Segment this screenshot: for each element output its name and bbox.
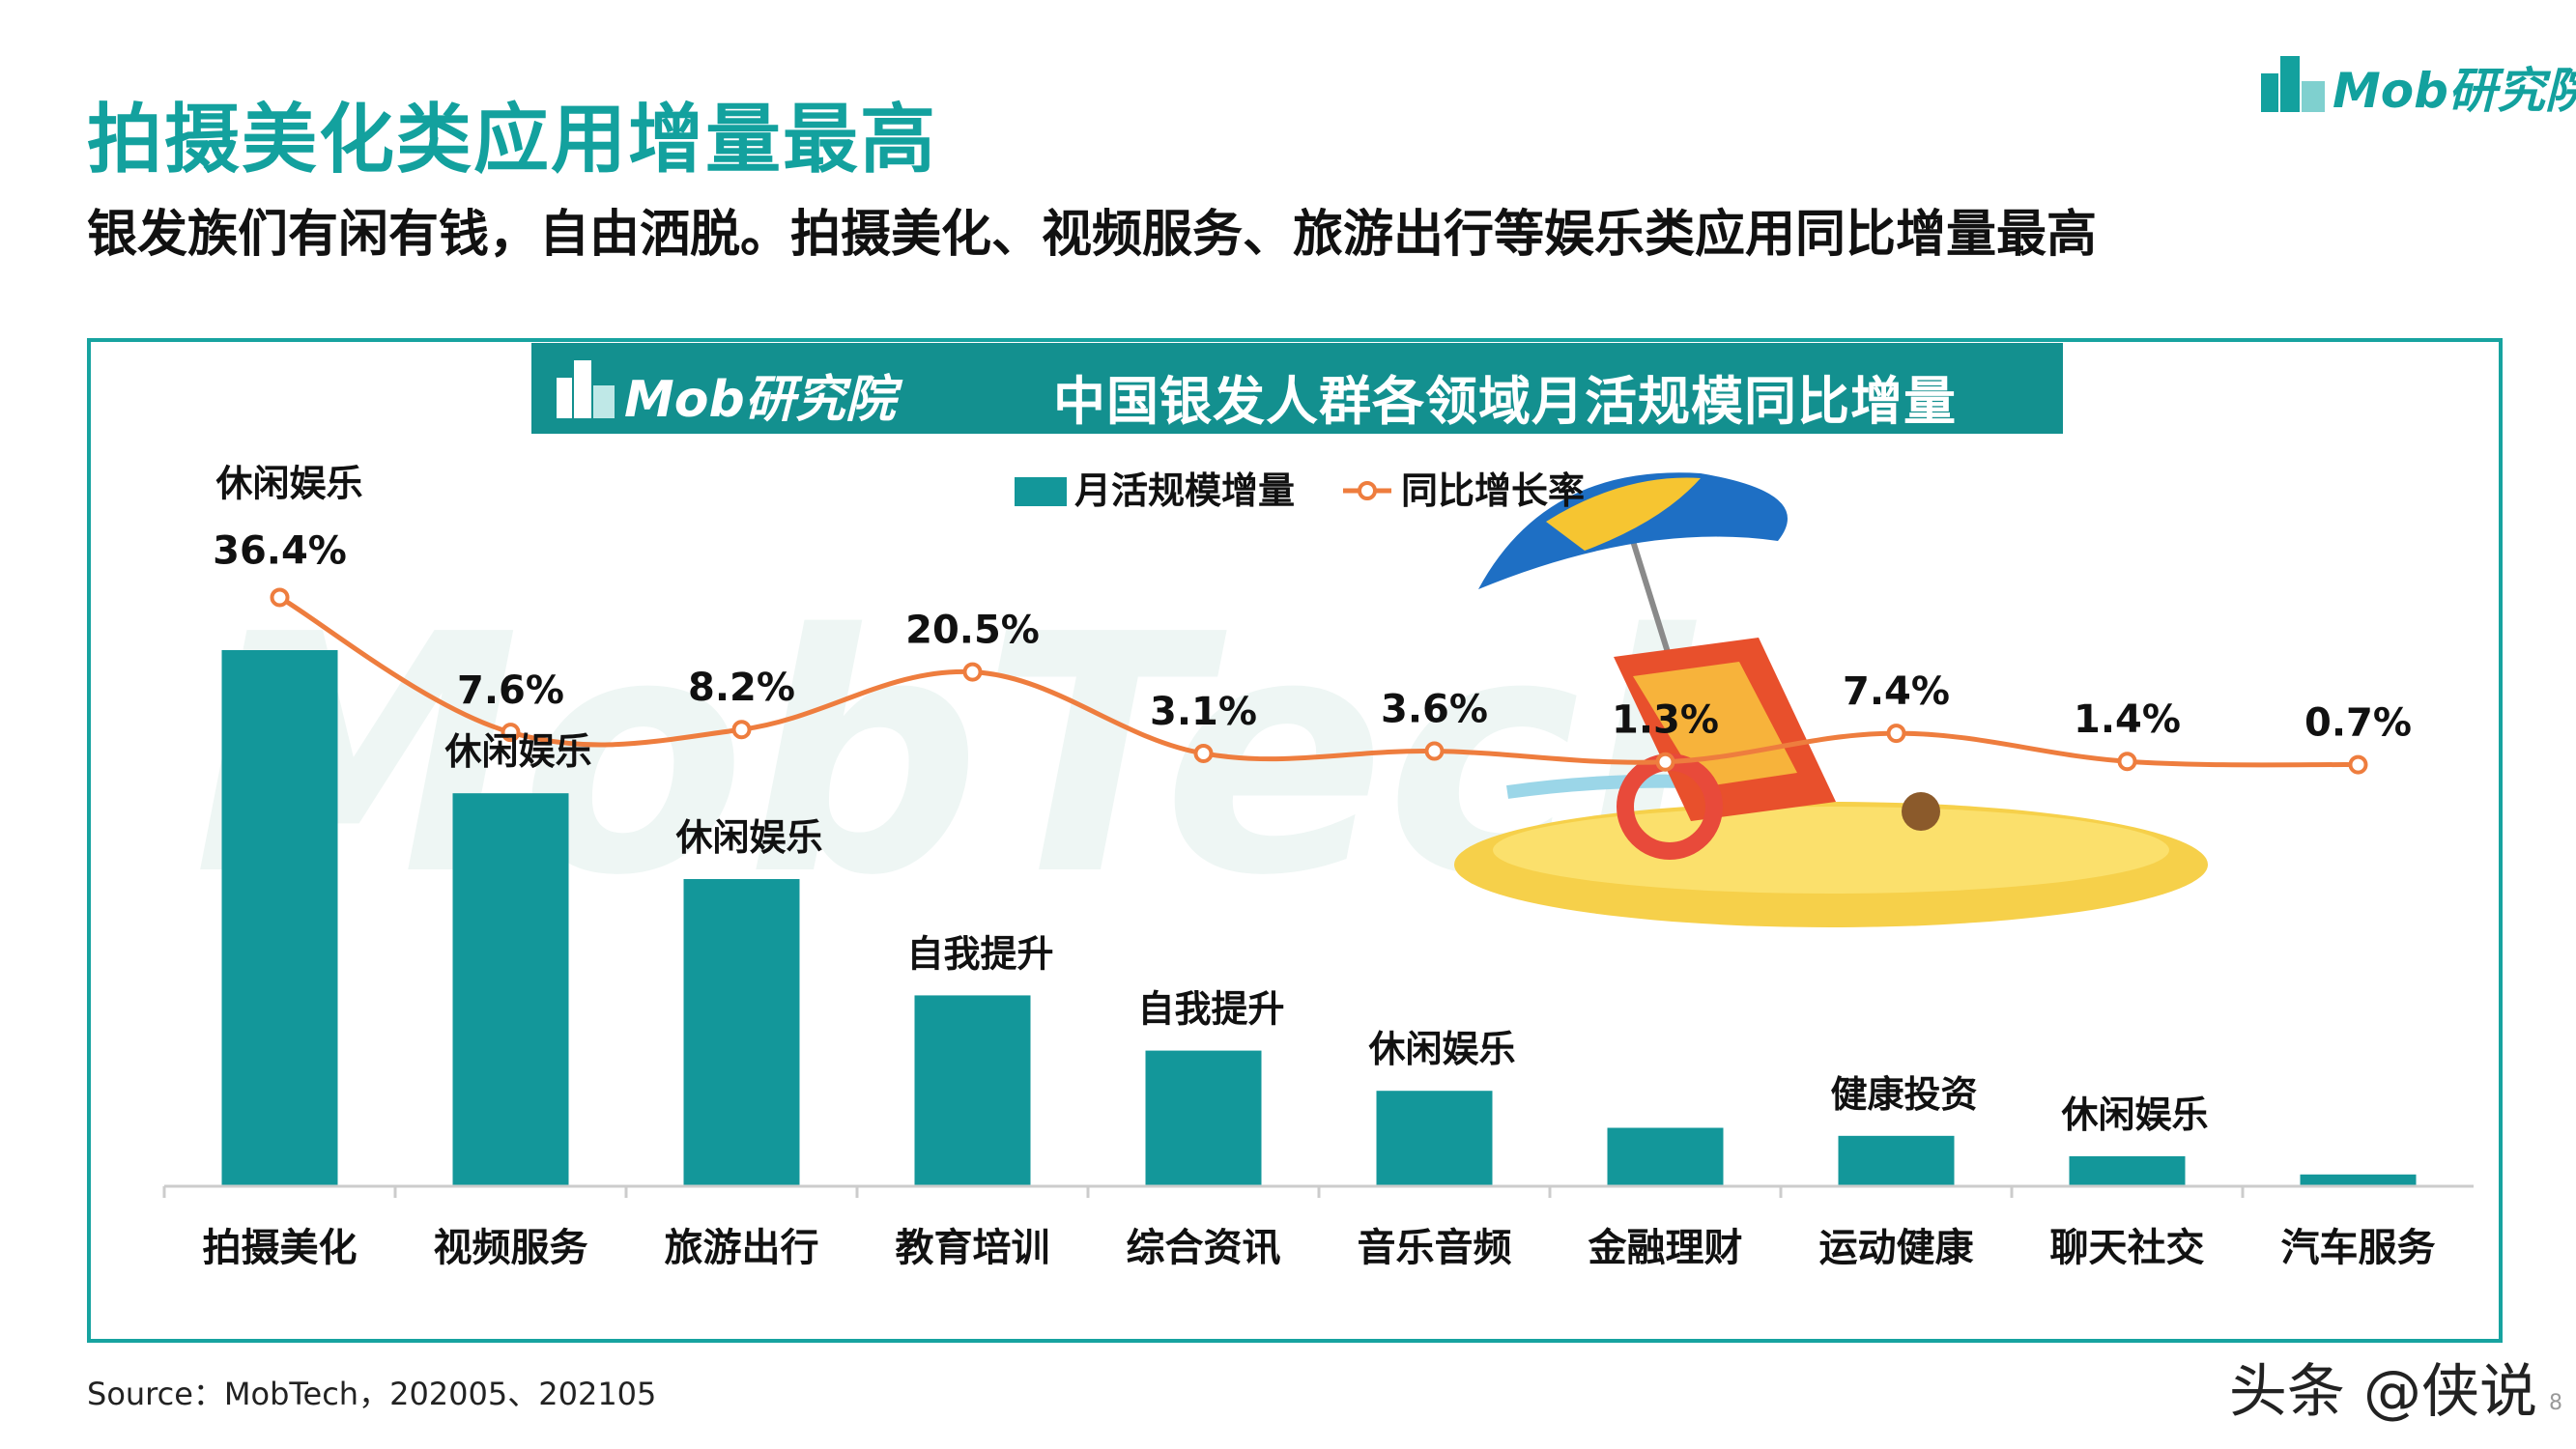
- rate-label: 1.4%: [2074, 697, 2181, 742]
- x-tick-label: 综合资讯: [1127, 1226, 1281, 1270]
- building-icon: [557, 360, 615, 418]
- rate-label: 1.3%: [1612, 698, 1719, 743]
- source-note: Source：MobTech，202005、202105: [87, 1376, 657, 1412]
- rate-point-2: [501, 723, 521, 743]
- bar-2: [452, 793, 569, 1186]
- banner-logo-text: Mob研究院: [624, 371, 896, 429]
- x-tick-label: 视频服务: [434, 1226, 588, 1270]
- chart-title-banner: Mob研究院 中国银发人群各领域月活规模同比增量: [531, 343, 2063, 434]
- domain-label: 休闲娱乐: [444, 730, 591, 773]
- rate-label: 7.6%: [457, 668, 564, 713]
- beach-umbrella-illustration: [1454, 472, 2208, 927]
- domain-label: 休闲娱乐: [2060, 1094, 2208, 1136]
- growth-rate-points: [270, 587, 2368, 775]
- bar-10: [2300, 1174, 2417, 1186]
- bar-series: [221, 650, 2417, 1186]
- page-title: 拍摄美化类应用增量最高: [87, 97, 938, 184]
- rate-point-7: [1655, 752, 1675, 772]
- rate-label: 3.1%: [1150, 690, 1257, 734]
- chart-panel: [87, 338, 2503, 1343]
- x-tick-label: 汽车服务: [2281, 1226, 2436, 1270]
- credit-watermark: 头条 @侠说: [2228, 1358, 2537, 1426]
- x-tick-label: 音乐音频: [1358, 1226, 1512, 1270]
- banner-logo: Mob研究院: [555, 355, 896, 429]
- domain-label: 休闲娱乐: [215, 462, 362, 504]
- bar-1: [221, 650, 338, 1186]
- legend-line-label: 同比增长率: [1401, 469, 1585, 512]
- domain-label: 健康投资: [1830, 1073, 1977, 1116]
- rate-point-4: [962, 662, 983, 682]
- domain-label: 自我提升: [1137, 988, 1284, 1031]
- bar-7: [1607, 1127, 1724, 1186]
- bar-3: [683, 878, 800, 1186]
- bar-5: [1145, 1050, 1262, 1186]
- logo-text: Mob研究院: [2333, 63, 2576, 119]
- domain-label: 休闲娱乐: [674, 816, 822, 859]
- rate-label: 7.4%: [1843, 669, 1950, 714]
- x-tick-label: 聊天社交: [2050, 1226, 2205, 1270]
- domain-label: 休闲娱乐: [1367, 1028, 1515, 1070]
- bar-6: [1376, 1091, 1493, 1186]
- bar-4: [914, 995, 1031, 1186]
- bar-9: [2069, 1155, 2186, 1186]
- chart-title: 中国银发人群各领域月活规模同比增量: [1053, 371, 1957, 432]
- x-tick-label: 拍摄美化: [203, 1226, 358, 1270]
- rate-label: 36.4%: [213, 528, 347, 573]
- legend-bar-swatch: [1015, 477, 1067, 506]
- building-icon: [2261, 56, 2325, 112]
- x-tick-label: 金融理财: [1588, 1226, 1743, 1270]
- legend-bar-label: 月活规模增量: [1074, 469, 1295, 512]
- rate-point-8: [1886, 724, 1906, 744]
- rate-label: 8.2%: [688, 666, 795, 710]
- rate-point-9: [2117, 752, 2137, 772]
- x-tick-label: 教育培训: [896, 1226, 1050, 1270]
- rate-label: 0.7%: [2304, 701, 2412, 746]
- growth-rate-line: [278, 595, 2359, 768]
- domain-label: 自我提升: [906, 932, 1053, 975]
- mob-logo: Mob研究院: [2257, 46, 2576, 119]
- page-subtitle: 银发族们有闲有钱，自由洒脱。拍摄美化、视频服务、旅游出行等娱乐类应用同比增量最高: [87, 206, 2098, 264]
- rate-point-1: [270, 587, 290, 608]
- rate-label: 3.6%: [1381, 688, 1488, 732]
- bar-8: [1838, 1135, 1955, 1186]
- x-tick-label: 旅游出行: [665, 1226, 819, 1270]
- rate-point-3: [731, 720, 752, 740]
- page-number: 8: [2549, 1391, 2562, 1415]
- rate-point-10: [2348, 754, 2368, 775]
- rate-point-5: [1193, 743, 1214, 763]
- rate-point-6: [1424, 741, 1445, 761]
- legend-line-marker: [1358, 481, 1377, 500]
- legend: 月活规模增量 同比增长率: [1015, 469, 1585, 512]
- x-axis-ticks: [162, 1186, 2245, 1198]
- x-tick-label: 运动健康: [1819, 1226, 1974, 1270]
- rate-label: 20.5%: [905, 609, 1040, 653]
